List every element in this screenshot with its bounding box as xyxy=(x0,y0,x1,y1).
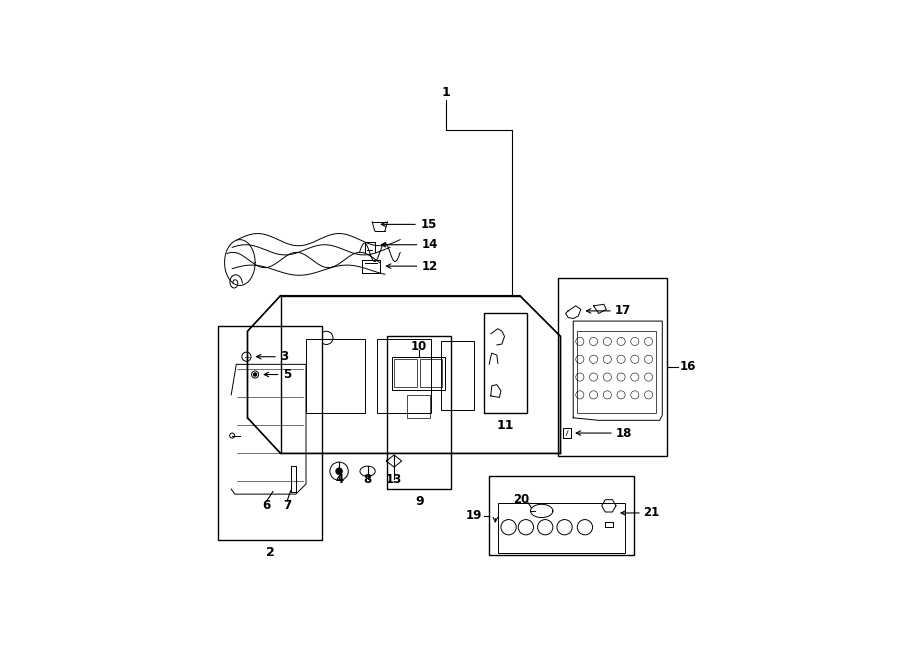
Text: 14: 14 xyxy=(421,238,438,251)
Bar xyxy=(407,395,429,418)
Text: 18: 18 xyxy=(616,426,633,440)
Bar xyxy=(377,339,431,412)
Bar xyxy=(392,357,445,390)
Text: 20: 20 xyxy=(513,492,529,506)
Bar xyxy=(558,278,668,456)
Text: 11: 11 xyxy=(497,419,515,432)
Text: 12: 12 xyxy=(421,260,437,272)
Text: 6: 6 xyxy=(263,499,271,512)
Text: 15: 15 xyxy=(420,218,436,231)
Text: 1: 1 xyxy=(442,85,450,98)
Bar xyxy=(306,339,364,412)
Text: 19: 19 xyxy=(465,509,482,522)
Text: 21: 21 xyxy=(644,506,660,520)
Text: 3: 3 xyxy=(281,350,289,363)
Bar xyxy=(498,503,626,553)
Circle shape xyxy=(254,373,256,376)
Text: 13: 13 xyxy=(386,473,402,486)
Bar xyxy=(490,477,634,555)
Bar xyxy=(484,313,527,412)
Circle shape xyxy=(336,468,342,475)
Text: 8: 8 xyxy=(364,473,372,486)
Bar xyxy=(387,336,451,489)
Text: 10: 10 xyxy=(411,340,428,353)
Text: 16: 16 xyxy=(680,360,697,373)
Bar xyxy=(394,359,417,387)
Text: 4: 4 xyxy=(335,473,343,486)
Bar xyxy=(419,359,443,387)
Text: 17: 17 xyxy=(615,305,631,317)
Text: 2: 2 xyxy=(266,546,274,559)
Text: 7: 7 xyxy=(284,499,292,512)
Bar xyxy=(441,342,474,410)
Bar xyxy=(577,331,656,412)
Bar xyxy=(218,326,322,540)
Text: 9: 9 xyxy=(415,495,424,508)
Text: 5: 5 xyxy=(284,368,292,381)
